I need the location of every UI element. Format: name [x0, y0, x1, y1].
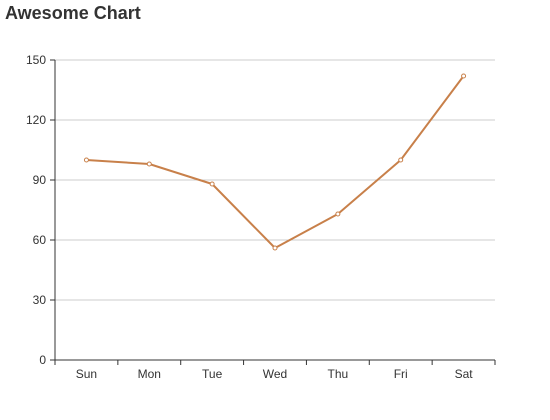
y-tick-label: 150: [26, 53, 46, 67]
y-tick-label: 30: [33, 293, 47, 307]
y-tick-label: 90: [33, 173, 47, 187]
y-tick-label: 60: [33, 233, 47, 247]
y-axis-tick-labels: 0 30 60 90 120 150: [26, 53, 46, 367]
x-tick-label: Mon: [138, 367, 161, 381]
data-point[interactable]: [398, 157, 404, 163]
chart-title: Awesome Chart: [5, 3, 141, 23]
x-axis-tick-labels: Sun Mon Tue Wed Thu Fri Sat: [76, 367, 473, 381]
x-tick-label: Sun: [76, 367, 97, 381]
y-tick-label: 120: [26, 113, 46, 127]
x-tick-label: Thu: [328, 367, 349, 381]
grid-lines: [55, 59, 495, 301]
data-point[interactable]: [461, 73, 467, 79]
x-tick-label: Wed: [263, 367, 287, 381]
data-point[interactable]: [83, 157, 89, 163]
x-tick-label: Sat: [455, 367, 474, 381]
x-tick-label: Fri: [394, 367, 408, 381]
series-line: [86, 75, 465, 249]
x-tick-label: Tue: [202, 367, 223, 381]
axes: [50, 59, 496, 365]
data-point[interactable]: [146, 161, 152, 167]
data-point[interactable]: [209, 181, 215, 187]
data-point[interactable]: [272, 245, 278, 251]
series-layer: [83, 73, 467, 251]
y-tick-label: 0: [39, 353, 46, 367]
data-point[interactable]: [335, 211, 341, 217]
